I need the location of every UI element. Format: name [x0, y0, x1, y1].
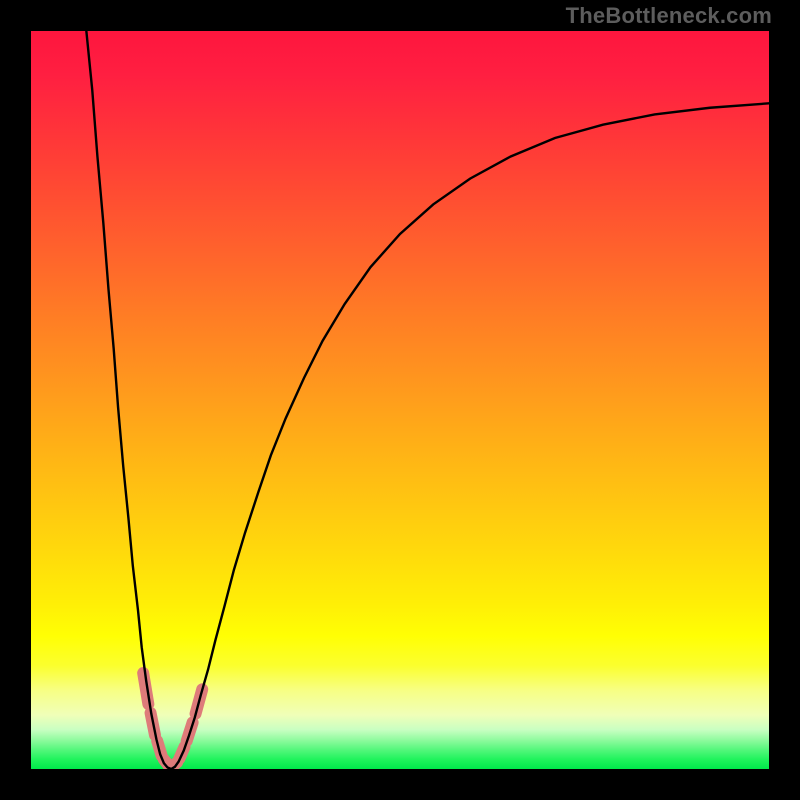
watermark-text: TheBottleneck.com — [566, 3, 772, 29]
curves-layer — [31, 31, 769, 769]
curve-right-branch — [171, 103, 769, 769]
plot-area — [31, 31, 769, 769]
curve-left-branch — [86, 31, 171, 769]
chart-frame: { "canvas": { "width": 800, "height": 80… — [0, 0, 800, 800]
